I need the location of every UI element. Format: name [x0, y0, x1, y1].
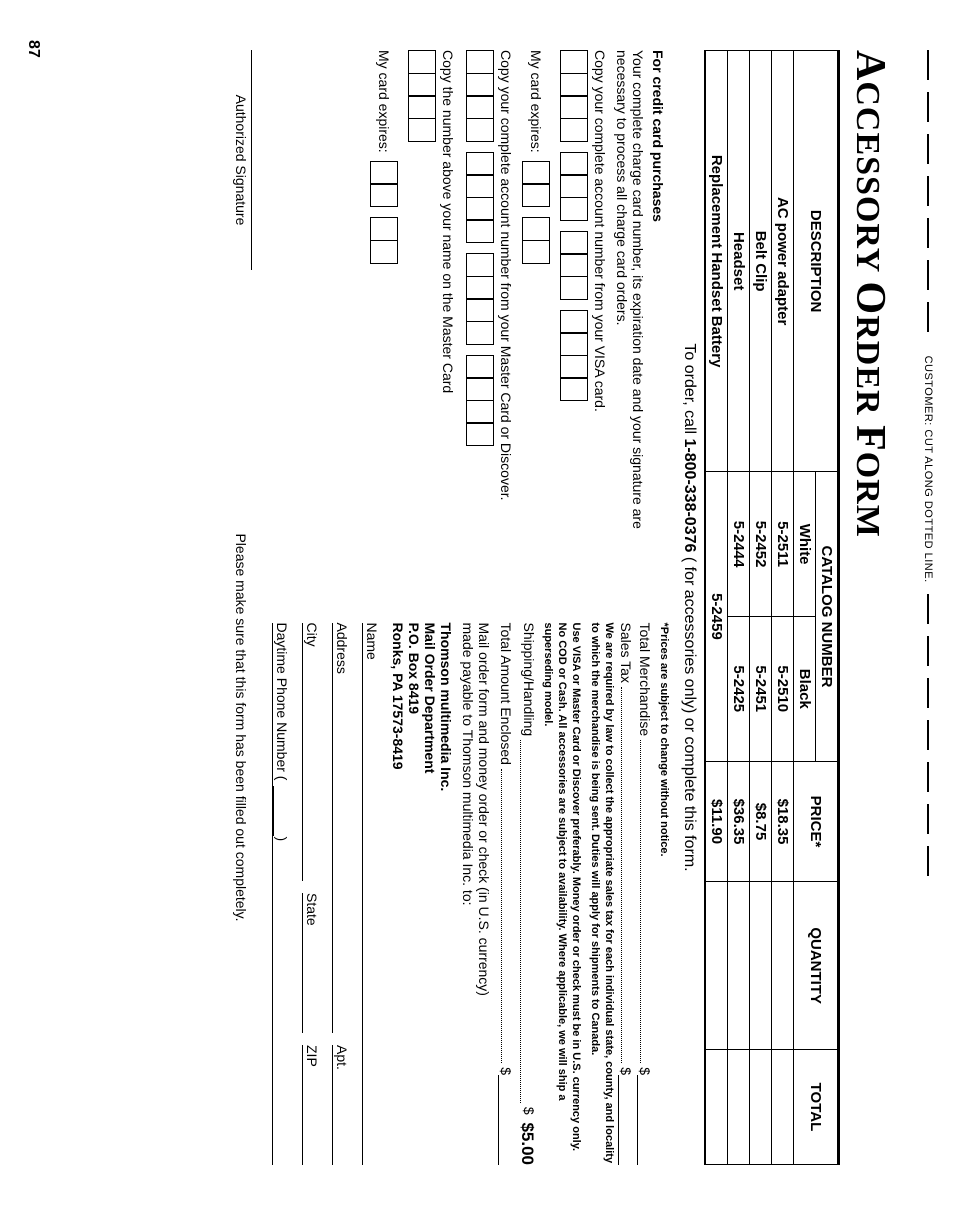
page-title: ACCESSORY ORDER FORM — [846, 50, 894, 1165]
total-cell[interactable] — [705, 1049, 728, 1164]
products-table: DESCRIPTION CATALOG NUMBER PRICE* QUANTI… — [704, 50, 840, 1165]
th-black: Black — [794, 616, 816, 761]
addr3: P.O. Box 8419 — [407, 623, 423, 1166]
table-row: Headset 5-2444 5-2425 $36.35 — [728, 51, 750, 1165]
visa-label: Copy your complete account number from y… — [592, 50, 608, 593]
shipping-line: Shipping/Handling$ $5.00 — [518, 623, 538, 1166]
right-column: *Prices are subject to change without no… — [265, 623, 671, 1166]
left-column: For credit card purchases Your complete … — [265, 50, 671, 593]
th-price: PRICE* — [794, 761, 839, 882]
total-cell[interactable] — [728, 1049, 750, 1164]
mc-name-boxes[interactable] — [408, 50, 436, 593]
mail-to-2: made payable to Thomson multimedia Inc. … — [461, 623, 477, 1166]
th-catalog: CATALOG NUMBER — [816, 472, 839, 761]
cc-heading: For credit card purchases — [650, 50, 666, 593]
please-note: Please make sure that this form has been… — [234, 290, 250, 1165]
name-field[interactable]: Name — [363, 623, 381, 1166]
state-field[interactable]: State — [303, 893, 321, 1033]
th-total: TOTAL — [794, 1049, 839, 1164]
zip-field[interactable]: ZIP — [303, 1045, 321, 1165]
table-row: Replacement Handset Battery 5-2459 $11.9… — [705, 51, 728, 1165]
addr2: Mail Order Department — [423, 623, 439, 1166]
total-cell[interactable] — [750, 1049, 772, 1164]
visa-boxes[interactable] — [560, 50, 588, 593]
th-white: White — [794, 472, 816, 617]
th-qty: QUANTITY — [794, 882, 839, 1049]
cutline-text: CUSTOMER: CUT ALONG DOTTED LINE. — [922, 356, 934, 583]
visa-expiry-row: My card expires: — [522, 50, 550, 593]
page-number: 87 — [24, 40, 42, 58]
mc-expiry-row: My card expires: — [370, 50, 398, 593]
tax-note: We are required by law to collect the ap… — [588, 623, 616, 1166]
table-row: AC power adapter 5-2511 5-2510 $18.35 — [772, 51, 794, 1165]
qty-cell[interactable] — [772, 882, 794, 1049]
address-field[interactable]: Address — [333, 623, 351, 1034]
order-call-line: To order, call 1-800-338-0376 ( for acce… — [680, 50, 698, 1165]
signature-line[interactable]: Authorized Signature — [234, 50, 253, 270]
price-note: *Prices are subject to change without no… — [656, 623, 670, 1166]
qty-cell[interactable] — [705, 882, 728, 1049]
city-field[interactable]: City — [303, 623, 321, 882]
addr4: Ronks, PA 17573-8419 — [391, 623, 407, 1166]
total-enclosed-line: Total Amount Enclosed$ — [499, 623, 515, 1166]
sales-tax-line: Sales Tax$ — [618, 623, 634, 1166]
apt-field[interactable]: Apt. — [333, 1045, 351, 1165]
total-cell[interactable] — [772, 1049, 794, 1164]
mc-label: Copy your complete account number from y… — [498, 50, 514, 593]
mc-name-label: Copy the number above your name on the M… — [440, 50, 456, 593]
mc-expiry-boxes[interactable] — [370, 161, 398, 263]
mail-to-1: Mail order form and money order or check… — [477, 623, 493, 1166]
qty-cell[interactable] — [750, 882, 772, 1049]
visa-expiry-boxes[interactable] — [522, 161, 550, 263]
qty-cell[interactable] — [728, 882, 750, 1049]
pay-note: Use VISA or Master Card or Discover pref… — [541, 623, 582, 1166]
table-row: Belt Clip 5-2452 5-2451 $8.75 — [750, 51, 772, 1165]
addr1: Thomson multimedia Inc. — [439, 623, 455, 1166]
cut-line: CUSTOMER: CUT ALONG DOTTED LINE. — [922, 50, 934, 1165]
total-merch-line: Total Merchandise$ — [637, 623, 653, 1166]
cc-paragraph: Your complete charge card number, its ex… — [614, 50, 646, 593]
th-description: DESCRIPTION — [794, 51, 839, 472]
phone-field[interactable]: Daytime Phone Number () — [273, 623, 291, 1166]
mc-boxes[interactable] — [466, 50, 494, 593]
